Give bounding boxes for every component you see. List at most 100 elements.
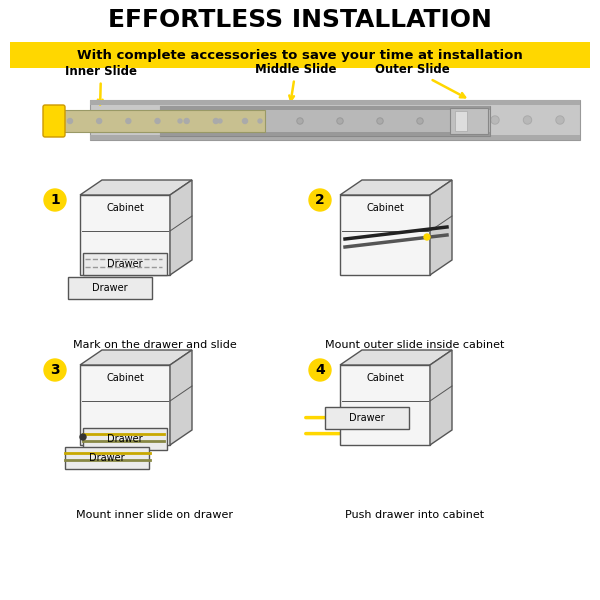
Circle shape bbox=[199, 116, 206, 124]
Circle shape bbox=[44, 189, 66, 211]
Circle shape bbox=[44, 359, 66, 381]
Text: Cabinet: Cabinet bbox=[106, 203, 144, 213]
Bar bbox=[340, 365, 430, 445]
Polygon shape bbox=[80, 350, 192, 365]
Bar bbox=[160, 132, 490, 136]
Bar bbox=[90, 100, 580, 105]
Bar bbox=[90, 135, 580, 140]
Circle shape bbox=[362, 117, 368, 123]
Bar bbox=[10, 42, 590, 68]
Bar bbox=[80, 365, 170, 445]
Polygon shape bbox=[340, 180, 452, 195]
Bar bbox=[325, 407, 409, 428]
Circle shape bbox=[361, 116, 369, 124]
Circle shape bbox=[309, 189, 331, 211]
Circle shape bbox=[263, 116, 271, 124]
Circle shape bbox=[524, 117, 530, 123]
Circle shape bbox=[458, 119, 462, 123]
Circle shape bbox=[177, 118, 183, 124]
Bar bbox=[450, 108, 488, 134]
Bar bbox=[55, 110, 265, 132]
Text: 1: 1 bbox=[50, 193, 60, 207]
Circle shape bbox=[491, 116, 499, 124]
Text: Drawer: Drawer bbox=[92, 283, 128, 293]
Polygon shape bbox=[340, 350, 452, 365]
Circle shape bbox=[242, 118, 248, 124]
Circle shape bbox=[297, 117, 303, 123]
Circle shape bbox=[218, 119, 222, 123]
Circle shape bbox=[80, 434, 86, 440]
Circle shape bbox=[134, 117, 140, 123]
Circle shape bbox=[166, 116, 174, 124]
Bar bbox=[90, 100, 580, 140]
Circle shape bbox=[427, 117, 433, 123]
FancyBboxPatch shape bbox=[43, 105, 65, 137]
Bar bbox=[65, 447, 149, 469]
Bar bbox=[160, 106, 490, 110]
Text: Cabinet: Cabinet bbox=[366, 373, 404, 383]
Circle shape bbox=[557, 117, 563, 123]
Circle shape bbox=[418, 119, 422, 123]
Bar bbox=[83, 253, 167, 275]
Circle shape bbox=[337, 118, 343, 124]
Circle shape bbox=[217, 118, 223, 124]
Circle shape bbox=[199, 117, 205, 123]
Circle shape bbox=[231, 116, 239, 124]
Circle shape bbox=[338, 119, 342, 123]
Bar bbox=[83, 428, 167, 450]
Circle shape bbox=[298, 119, 302, 123]
Circle shape bbox=[178, 119, 182, 123]
Polygon shape bbox=[80, 180, 192, 195]
Bar bbox=[160, 106, 490, 136]
Circle shape bbox=[126, 118, 131, 124]
Circle shape bbox=[426, 116, 434, 124]
Circle shape bbox=[102, 117, 108, 123]
Text: With complete accessories to save your time at installation: With complete accessories to save your t… bbox=[77, 49, 523, 61]
Text: Outer Slide: Outer Slide bbox=[375, 63, 465, 97]
Circle shape bbox=[155, 118, 160, 124]
Text: Cabinet: Cabinet bbox=[366, 203, 404, 213]
Text: Drawer: Drawer bbox=[107, 434, 143, 444]
Circle shape bbox=[296, 116, 304, 124]
Circle shape bbox=[460, 117, 466, 123]
Text: Inner Slide: Inner Slide bbox=[65, 65, 137, 104]
Circle shape bbox=[232, 117, 238, 123]
Polygon shape bbox=[170, 180, 192, 275]
Circle shape bbox=[97, 118, 101, 124]
Circle shape bbox=[329, 116, 337, 124]
Polygon shape bbox=[170, 350, 192, 445]
Circle shape bbox=[329, 117, 335, 123]
Circle shape bbox=[265, 117, 271, 123]
Circle shape bbox=[394, 116, 401, 124]
Circle shape bbox=[492, 117, 498, 123]
Text: 2: 2 bbox=[315, 193, 325, 207]
Circle shape bbox=[184, 118, 189, 124]
Text: Mount outer slide inside cabinet: Mount outer slide inside cabinet bbox=[325, 340, 505, 350]
Text: Drawer: Drawer bbox=[349, 413, 385, 422]
Text: Cabinet: Cabinet bbox=[106, 373, 144, 383]
Circle shape bbox=[424, 234, 430, 240]
Text: Mark on the drawer and slide: Mark on the drawer and slide bbox=[73, 340, 237, 350]
Text: Drawer: Drawer bbox=[89, 453, 125, 463]
Circle shape bbox=[309, 359, 331, 381]
Circle shape bbox=[258, 119, 262, 123]
Circle shape bbox=[297, 118, 303, 124]
Text: Mount inner slide on drawer: Mount inner slide on drawer bbox=[77, 510, 233, 520]
Text: Middle Slide: Middle Slide bbox=[255, 63, 337, 100]
Circle shape bbox=[378, 119, 382, 123]
Bar bbox=[80, 195, 170, 275]
Circle shape bbox=[523, 116, 532, 124]
Bar bbox=[68, 277, 152, 299]
Text: 3: 3 bbox=[50, 363, 60, 377]
Circle shape bbox=[257, 118, 263, 124]
Circle shape bbox=[377, 118, 383, 124]
Circle shape bbox=[417, 118, 423, 124]
Circle shape bbox=[395, 117, 401, 123]
Circle shape bbox=[458, 116, 467, 124]
Circle shape bbox=[101, 116, 109, 124]
Bar bbox=[455, 111, 467, 131]
Polygon shape bbox=[430, 350, 452, 445]
Text: Drawer: Drawer bbox=[107, 259, 143, 269]
Polygon shape bbox=[430, 180, 452, 275]
Circle shape bbox=[167, 117, 173, 123]
